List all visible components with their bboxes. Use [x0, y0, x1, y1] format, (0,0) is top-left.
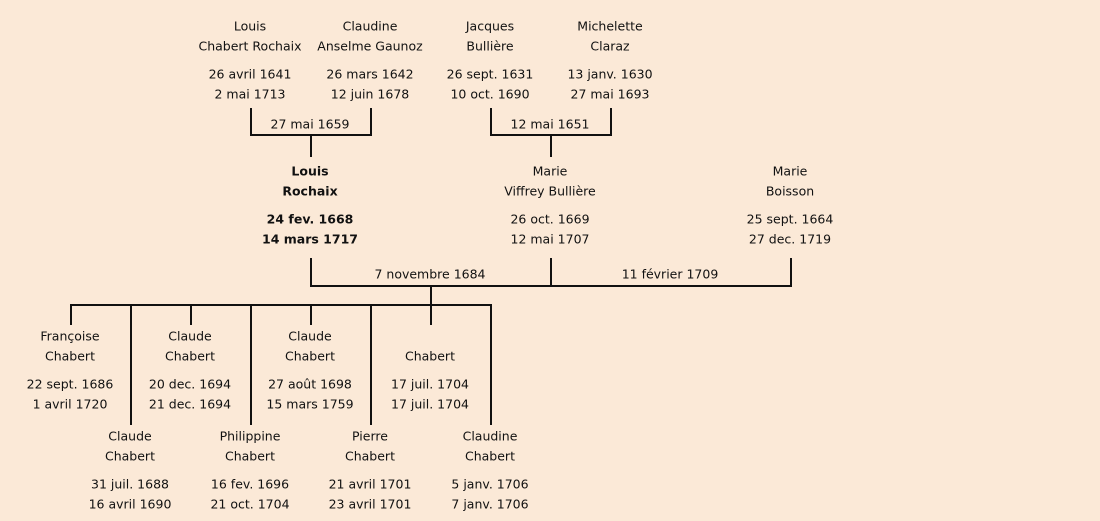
marriage-date: 12 mai 1651 — [511, 117, 590, 132]
first-name: Claudine — [343, 19, 398, 34]
marriage-date: 11 février 1709 — [622, 267, 719, 282]
death-date: 12 juin 1678 — [331, 87, 410, 102]
first-name: Louis — [291, 164, 328, 179]
last-name: Chabert — [405, 349, 455, 364]
last-name: Chabert — [285, 349, 335, 364]
birth-date: 22 sept. 1686 — [27, 377, 114, 392]
connectors — [70, 108, 792, 425]
first-name: Marie — [773, 164, 808, 179]
last-name: Anselme Gaunoz — [317, 39, 423, 54]
first-name: Philippine — [220, 429, 281, 444]
birth-date: 20 dec. 1694 — [149, 377, 231, 392]
birth-date: 24 fev. 1668 — [267, 212, 354, 227]
marriage-date: 27 mai 1659 — [271, 117, 350, 132]
birth-date: 27 août 1698 — [268, 377, 352, 392]
birth-date: 26 avril 1641 — [209, 67, 292, 82]
last-name: Chabert — [105, 449, 155, 464]
first-name: Claude — [168, 329, 212, 344]
last-name: Chabert — [225, 449, 275, 464]
last-name: Claraz — [590, 39, 630, 54]
last-name: Chabert — [165, 349, 215, 364]
first-name: Marie — [533, 164, 568, 179]
last-name: Bullière — [466, 39, 513, 54]
first-name: Claude — [108, 429, 152, 444]
birth-date: 25 sept. 1664 — [747, 212, 834, 227]
death-date: 27 dec. 1719 — [749, 232, 831, 247]
birth-date: 16 fev. 1696 — [211, 477, 289, 492]
death-date: 23 avril 1701 — [329, 497, 412, 512]
first-name: Claudine — [463, 429, 518, 444]
marriage-date: 7 novembre 1684 — [374, 267, 485, 282]
death-date: 15 mars 1759 — [266, 397, 353, 412]
birth-date: 17 juil. 1704 — [391, 377, 469, 392]
death-date: 7 janv. 1706 — [451, 497, 528, 512]
last-name: Chabert — [465, 449, 515, 464]
death-date: 10 oct. 1690 — [450, 87, 529, 102]
first-name: Jacques — [465, 19, 514, 34]
birth-date: 13 janv. 1630 — [567, 67, 652, 82]
birth-date: 31 juil. 1688 — [91, 477, 169, 492]
last-name: Boisson — [766, 184, 814, 199]
first-name: Françoise — [40, 329, 100, 344]
last-name: Viffrey Bullière — [504, 184, 596, 199]
birth-date: 26 mars 1642 — [326, 67, 413, 82]
death-date: 17 juil. 1704 — [391, 397, 469, 412]
last-name: Chabert — [45, 349, 95, 364]
death-date: 12 mai 1707 — [511, 232, 590, 247]
first-name: Claude — [288, 329, 332, 344]
death-date: 21 oct. 1704 — [210, 497, 289, 512]
first-name: Michelette — [577, 19, 643, 34]
death-date: 1 avril 1720 — [33, 397, 108, 412]
death-date: 27 mai 1693 — [571, 87, 650, 102]
first-name: Louis — [234, 19, 266, 34]
last-name: Rochaix — [282, 184, 337, 199]
birth-date: 26 oct. 1669 — [510, 212, 589, 227]
death-date: 2 mai 1713 — [214, 87, 285, 102]
birth-date: 5 janv. 1706 — [451, 477, 528, 492]
death-date: 16 avril 1690 — [89, 497, 172, 512]
birth-date: 21 avril 1701 — [329, 477, 412, 492]
first-name: Pierre — [352, 429, 388, 444]
death-date: 21 dec. 1694 — [149, 397, 231, 412]
death-date: 14 mars 1717 — [262, 232, 358, 247]
last-name: Chabert Rochaix — [198, 39, 301, 54]
last-name: Chabert — [345, 449, 395, 464]
birth-date: 26 sept. 1631 — [447, 67, 534, 82]
